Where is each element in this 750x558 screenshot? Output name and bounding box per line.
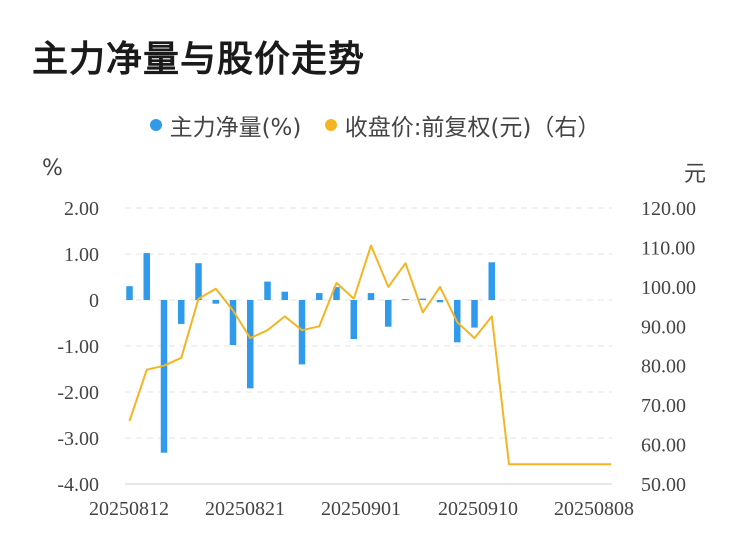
y-right-tick-label: 80.00 <box>641 356 686 378</box>
bar <box>160 300 168 453</box>
y-left-tick-label: -2.00 <box>57 382 99 404</box>
legend-label-net-volume: 主力净量(%) <box>169 115 302 141</box>
bar <box>298 300 306 365</box>
legend-item-close-price[interactable]: 收盘价:前复权(元)（右） <box>324 108 601 142</box>
x-tick-label: 20250808 <box>554 498 634 520</box>
bar <box>178 300 185 324</box>
legend-dot-close-price-icon <box>324 119 337 131</box>
bar <box>143 253 150 300</box>
y-left-tick-label: -1.00 <box>57 336 99 358</box>
legend-label-close-price: 收盘价:前复权(元)（右） <box>344 115 601 141</box>
y-left-tick-label: -4.00 <box>57 474 99 496</box>
legend: 主力净量(%) 收盘价:前复权(元)（右） <box>0 108 750 142</box>
y-right-tick-label: 90.00 <box>641 316 686 338</box>
legend-item-net-volume[interactable]: 主力净量(%) <box>149 108 302 142</box>
x-tick-label: 20250910 <box>438 498 518 520</box>
y-left-tick-label: -3.00 <box>57 428 99 450</box>
y-right-tick-label: 110.00 <box>641 237 695 259</box>
legend-dot-net-volume-icon <box>149 119 162 131</box>
bar <box>367 293 375 300</box>
bar <box>350 300 357 340</box>
price-line <box>128 244 611 466</box>
bar <box>385 300 392 327</box>
y-left-tick-label: 1.00 <box>64 244 99 266</box>
bar <box>402 299 409 301</box>
bar <box>264 281 271 300</box>
y-right-tick-label: 70.00 <box>641 395 686 417</box>
y-right-tick-label: 60.00 <box>641 435 686 457</box>
x-tick-label: 20250901 <box>321 498 401 520</box>
bar <box>212 300 219 304</box>
x-tick-label: 20250821 <box>205 498 285 520</box>
y-left-tick-label: 0 <box>89 290 99 312</box>
chart-title: 主力净量与股价走势 <box>32 39 366 80</box>
bar <box>471 300 478 328</box>
bar <box>436 300 444 303</box>
right-axis-unit: 元 <box>684 162 707 187</box>
bar <box>247 300 254 389</box>
bar <box>419 298 426 300</box>
y-right-tick-label: 120.00 <box>641 198 696 220</box>
bar <box>316 293 323 300</box>
y-right-tick-label: 50.00 <box>641 474 686 496</box>
bar <box>488 262 495 300</box>
bar <box>229 300 237 346</box>
bar <box>126 286 133 300</box>
bar <box>281 291 288 300</box>
y-right-tick-label: 100.00 <box>641 277 696 299</box>
y-left-tick-label: 2.00 <box>64 198 99 220</box>
bar <box>333 287 340 300</box>
bar <box>195 263 202 300</box>
left-axis-unit: % <box>42 156 63 181</box>
x-tick-label: 20250812 <box>89 498 169 520</box>
